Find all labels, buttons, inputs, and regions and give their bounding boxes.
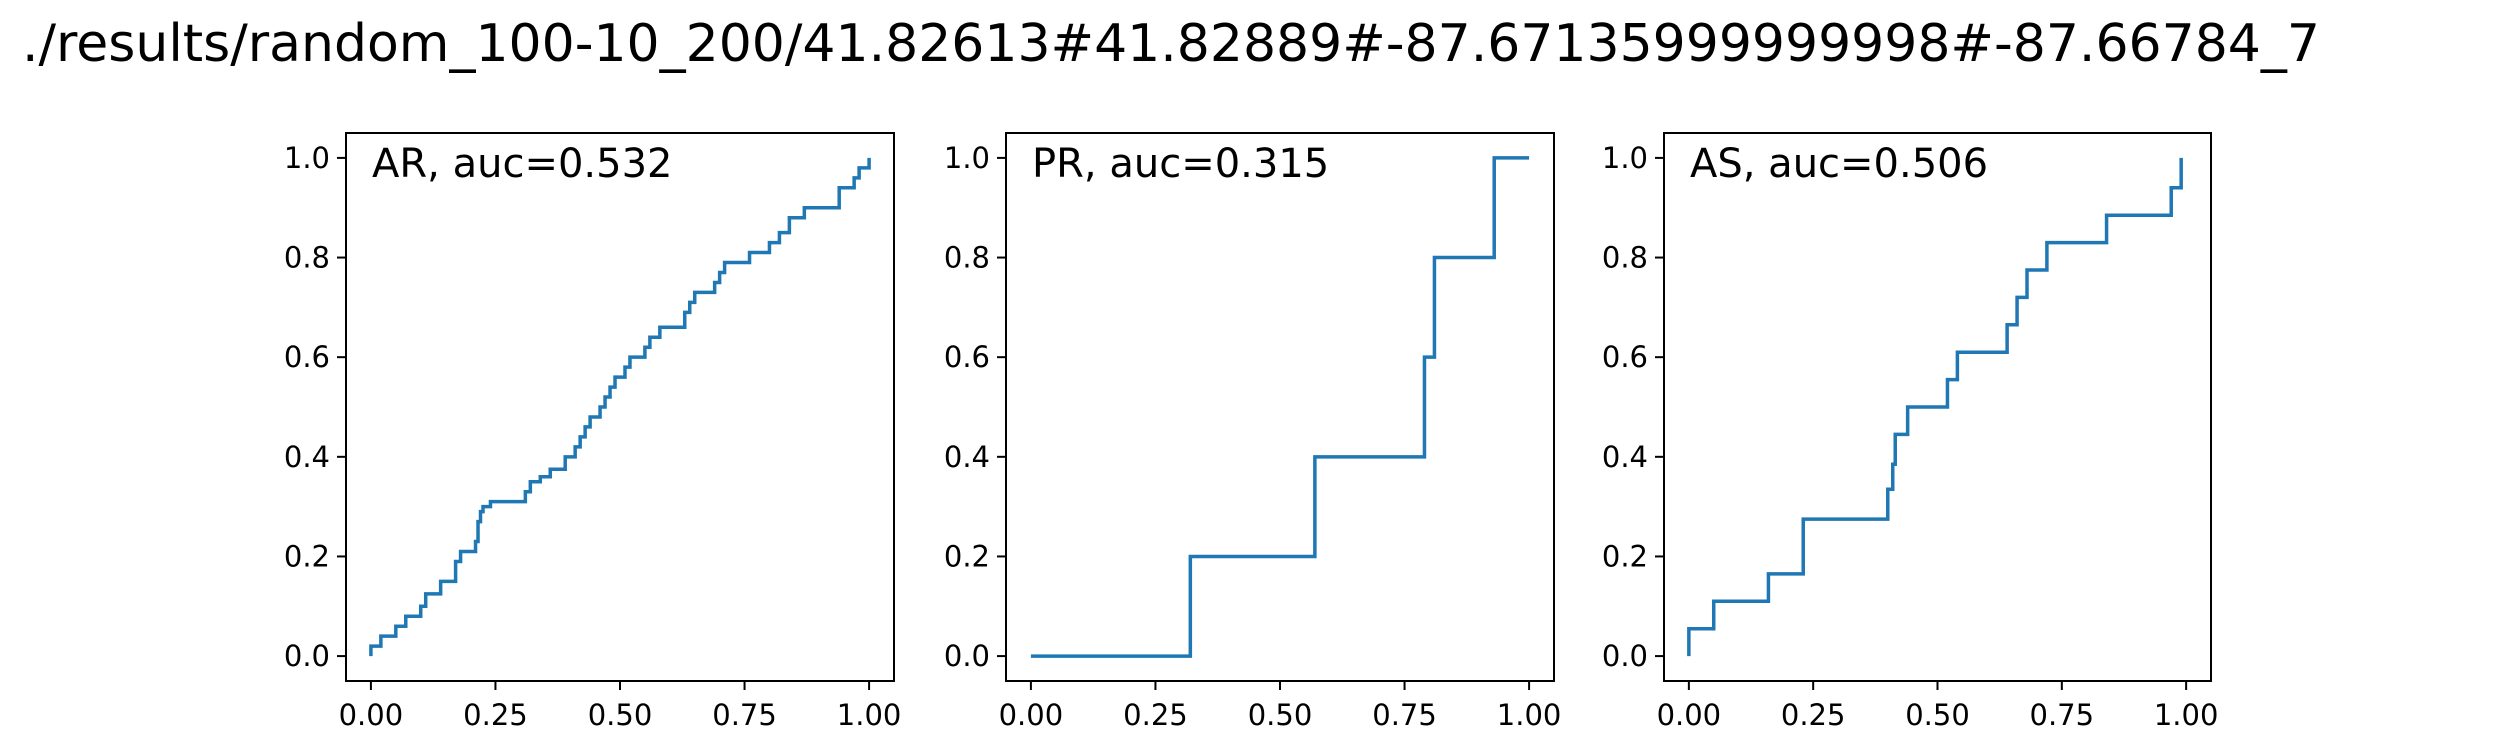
pr-ytick-label: 0.6: [944, 340, 990, 374]
pr-xtick-label: 1.00: [1497, 698, 1562, 732]
as-xtick-label: 1.00: [2154, 698, 2219, 732]
panel-pr: 0.00 0.25 0.50 0.75 1.00 0.0 0.2 0.4 0.6 0.8 1.0 PR…: [944, 132, 1562, 732]
as-curve: [1687, 157, 2183, 657]
pr-ytick-label: 1.0: [944, 141, 990, 175]
ar-ytick-label: 0.4: [284, 440, 330, 474]
ar-ytick-label: 0.8: [284, 241, 330, 275]
pr-ytick-label: 0.8: [944, 241, 990, 275]
as-ytick-label: 0.4: [1602, 440, 1648, 474]
pr-xtick-label: 0.75: [1372, 698, 1437, 732]
pr-panel-label: PR, auc=0.315: [1032, 141, 1329, 187]
pr-ytick-label: 0.4: [944, 440, 990, 474]
ar-ytick-label: 0.2: [284, 539, 330, 573]
ar-ytick-label: 1.0: [284, 141, 330, 175]
pr-xtick-label: 0.25: [1123, 698, 1188, 732]
pr-xtick-label: 0.50: [1248, 698, 1313, 732]
as-ytick-label: 0.8: [1602, 241, 1648, 275]
as-ytick-label: 0.6: [1602, 340, 1648, 374]
panel-ar: 0.00 0.25 0.50 0.75 1.00 0.0 0.2 0.4 0.6 0.8 1.0 AR…: [284, 132, 902, 732]
figure-title: ./results/random_100-10_200/41.82613#41.…: [22, 14, 2320, 74]
ar-xtick-label: 0.25: [463, 698, 528, 732]
as-xtick-label: 0.75: [2030, 698, 2095, 732]
ar-ytick-label: 0.6: [284, 340, 330, 374]
as-xtick-label: 0.50: [1905, 698, 1970, 732]
pr-curve: [1030, 156, 1530, 658]
panel-as: 0.00 0.25 0.50 0.75 1.00 0.0 0.2 0.4 0.6 0.8 1.0 AS…: [1602, 132, 2219, 732]
pr-ytick-label: 0.2: [944, 539, 990, 573]
as-ytick-label: 1.0: [1602, 141, 1648, 175]
ar-xtick-label: 0.75: [712, 698, 777, 732]
pr-xtick-label: 0.00: [999, 698, 1064, 732]
as-panel-label: AS, auc=0.506: [1690, 141, 1988, 187]
pr-ytick-label: 0.0: [944, 639, 990, 673]
ar-axes-frame: [345, 132, 895, 682]
as-xtick-label: 0.00: [1657, 698, 1722, 732]
pr-axes-frame: [1005, 132, 1555, 682]
ar-xtick-label: 1.00: [837, 698, 902, 732]
ar-panel-label: AR, auc=0.532: [372, 141, 672, 187]
ar-xtick-label: 0.50: [588, 698, 653, 732]
ar-ytick-label: 0.0: [284, 639, 330, 673]
ar-xtick-label: 0.00: [339, 698, 404, 732]
as-ytick-label: 0.2: [1602, 539, 1648, 573]
as-ytick-label: 0.0: [1602, 639, 1648, 673]
as-xtick-label: 0.25: [1781, 698, 1846, 732]
ar-curve: [369, 157, 871, 657]
